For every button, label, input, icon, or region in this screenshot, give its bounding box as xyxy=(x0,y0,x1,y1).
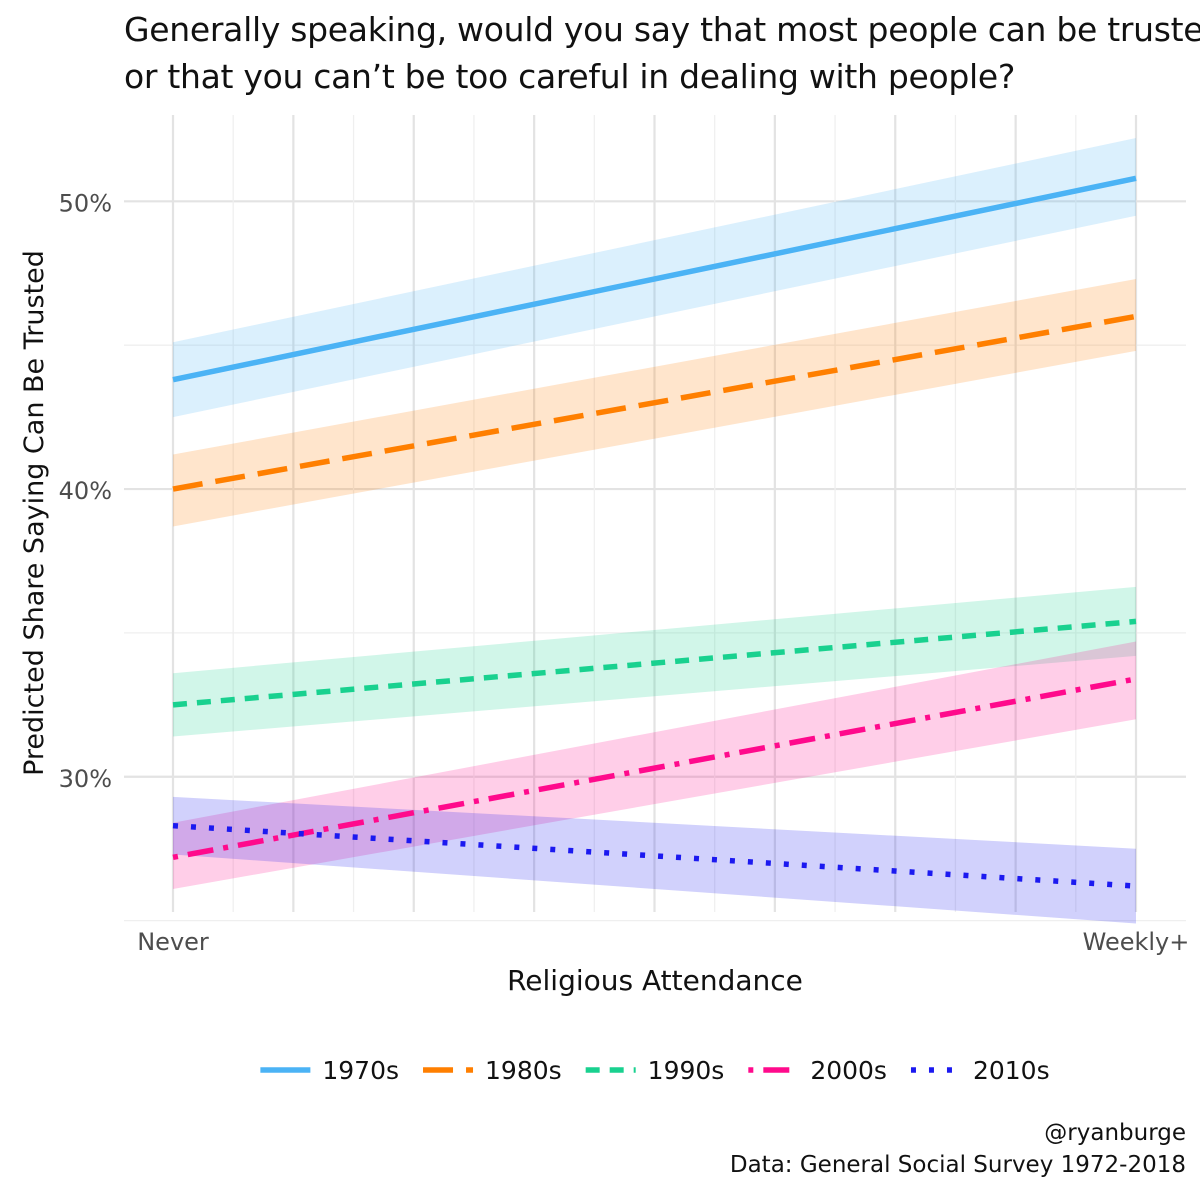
chart-title-line-1: Generally speaking, would you say that m… xyxy=(124,10,1200,49)
y-tick-label: 50% xyxy=(59,189,112,217)
legend-item-2000s: 2000s xyxy=(748,1056,887,1085)
legend-item-1990s: 1990s xyxy=(585,1056,725,1085)
legend: 1970s 1980s 1990s 2000s 2010s xyxy=(260,1056,1050,1085)
series-line-1990s xyxy=(172,618,1137,708)
confidence-band-2000s xyxy=(173,641,1136,889)
legend-label: 1970s xyxy=(322,1056,399,1085)
x-tick-label: Never xyxy=(137,928,209,956)
series-lines xyxy=(172,175,1137,889)
legend-label: 2010s xyxy=(973,1056,1050,1085)
chart-title-line-2: or that you can’t be too careful in deal… xyxy=(124,57,1016,96)
legend-label: 1980s xyxy=(485,1056,562,1085)
legend-label: 2000s xyxy=(810,1056,887,1085)
y-axis-label: Predicted Share Saying Can Be Trusted xyxy=(19,250,50,776)
legend-item-1970s: 1970s xyxy=(260,1056,399,1085)
legend-item-1980s: 1980s xyxy=(423,1056,562,1085)
y-tick-label: 40% xyxy=(59,477,112,505)
x-axis-label: Religious Attendance xyxy=(507,964,803,997)
x-tick-label: Weekly+ xyxy=(1083,928,1190,956)
y-tick-label: 30% xyxy=(59,765,112,793)
series-line-1980s xyxy=(172,313,1137,492)
caption-handle: @ryanburge xyxy=(1044,1120,1186,1146)
legend-label: 1990s xyxy=(648,1056,725,1085)
series-line-1970s xyxy=(172,175,1137,383)
series-line-2000s xyxy=(172,676,1137,861)
x-axis-tick-labels: Never Weekly+ xyxy=(137,928,1189,956)
caption-source: Data: General Social Survey 1972-2018 xyxy=(729,1152,1186,1178)
legend-item-2010s: 2010s xyxy=(910,1056,1050,1085)
y-axis-tick-labels: 30% 40% 50% xyxy=(59,189,112,792)
confidence-band-2010s xyxy=(173,796,1136,924)
grid-lines xyxy=(124,115,1186,922)
